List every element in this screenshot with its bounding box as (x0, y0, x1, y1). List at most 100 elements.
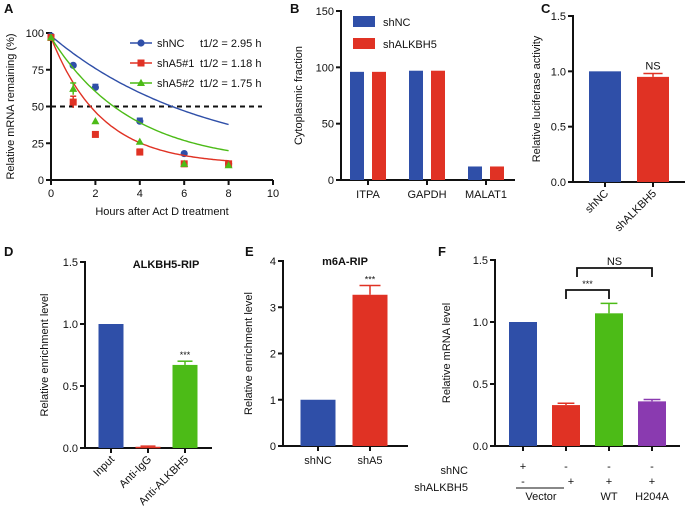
data-point (69, 61, 77, 69)
y-axis-title: Relative mRNA level (441, 303, 453, 403)
group-label-h204a: H204A (635, 491, 669, 503)
condition-mark: + (568, 476, 574, 488)
x-tick-label: GAPDH (407, 189, 446, 201)
bar-shA5 (352, 294, 388, 446)
legend-marker (137, 78, 145, 86)
legend-half-life: t1/2 = 2.95 h (200, 38, 261, 50)
comparison-label: NS (607, 256, 622, 268)
bar-shNC (300, 399, 336, 446)
condition-mark: + (520, 461, 526, 473)
y-tick-label: 50 (32, 102, 44, 114)
y-tick-label: 0.0 (63, 443, 78, 455)
fit-curve-shA5#2 (50, 37, 229, 152)
group-label-vector: Vector (525, 491, 557, 503)
bar-shALKBH5 + WT (595, 313, 623, 446)
legend-label: shNC (157, 38, 185, 50)
bar-Anti-IgG (135, 446, 161, 449)
y-tick-label: 1.0 (63, 319, 78, 331)
y-tick-label: 100 (316, 62, 334, 74)
fit-curve-shNC (50, 35, 229, 126)
panel-label-a: A (4, 1, 14, 16)
y-axis-title: Relative enrichment level (243, 292, 255, 415)
condition-row-label-shALKBH5: shALKBH5 (414, 482, 468, 494)
bar-shALKBH5-ITPA (372, 71, 386, 180)
panel-title: ALKBH5-RIP (133, 259, 200, 271)
bar-shNC-ITPA (350, 71, 364, 180)
x-tick-label: 10 (267, 188, 279, 200)
data-point (47, 33, 55, 41)
y-tick-label: 0.0 (473, 441, 488, 453)
comparison-bracket (565, 289, 610, 299)
legend-label: shA5#2 (157, 78, 194, 90)
x-tick-label: shALKBH5 (613, 188, 660, 235)
data-point (69, 98, 77, 106)
bar-shALKBH5-GAPDH (431, 70, 445, 180)
legend-label: shA5#1 (157, 58, 194, 70)
bar-shALKBH5-MALAT1 (490, 166, 504, 180)
y-tick-label: 2 (270, 349, 276, 361)
data-point (135, 137, 144, 145)
y-tick-label: 0.5 (473, 379, 488, 391)
y-axis-title: Relative mRNA remaining (%) (5, 33, 17, 179)
x-tick-label: 6 (181, 188, 187, 200)
condition-mark: - (521, 476, 525, 488)
condition-mark: + (606, 476, 612, 488)
x-tick-label: 2 (92, 188, 98, 200)
data-point (91, 130, 99, 138)
legend-label: shNC (383, 17, 411, 29)
y-tick-label: 150 (316, 6, 334, 18)
y-tick-label: 0 (270, 441, 276, 453)
legend-swatch (353, 16, 375, 27)
condition-mark: - (607, 461, 611, 473)
bar-shALKBH5 + H204A (638, 401, 666, 446)
legend-half-life: t1/2 = 1.18 h (200, 58, 261, 70)
legend-swatch (353, 38, 375, 49)
data-point (136, 148, 144, 156)
panel-label-b: B (290, 1, 299, 16)
y-axis-title: Relative enrichment level (39, 294, 51, 417)
significance-label: *** (365, 275, 376, 285)
condition-mark: - (650, 461, 654, 473)
x-tick-label: Anti-IgG (117, 454, 154, 491)
significance-label: NS (645, 61, 660, 73)
y-tick-label: 1.0 (551, 66, 566, 78)
panel-label-f: F (438, 244, 446, 259)
x-tick-label: shNC (583, 188, 611, 216)
y-tick-label: 75 (32, 65, 44, 77)
x-tick-label: shA5 (357, 455, 382, 467)
bar-shNC + Vector (509, 322, 537, 446)
data-point (180, 159, 189, 167)
condition-mark: - (564, 461, 568, 473)
bar-shALKBH5 + Vector (552, 405, 580, 446)
legend-marker (137, 59, 145, 67)
x-tick-label: 0 (48, 188, 54, 200)
significance-label: *** (180, 350, 191, 360)
y-axis-title: Cytoplasmic fraction (293, 46, 305, 145)
x-axis-title: Hours after Act D treatment (95, 206, 228, 218)
bar-Input (98, 324, 124, 448)
bar-Anti-ALKBH5 (172, 364, 198, 448)
y-tick-label: 0.0 (551, 177, 566, 189)
y-tick-label: 0 (328, 175, 334, 187)
x-tick-label: shNC (304, 455, 332, 467)
comparison-label: *** (582, 279, 593, 289)
condition-row-label-shNC: shNC (440, 465, 468, 477)
panel-label-e: E (245, 244, 254, 259)
panel-label-c: C (541, 1, 551, 16)
legend-marker (137, 39, 145, 47)
panel-title: m6A-RIP (322, 256, 368, 268)
y-axis-title: Relative luciferase activity (531, 35, 543, 162)
legend-half-life: t1/2 = 1.75 h (200, 78, 261, 90)
panel-label-d: D (4, 244, 13, 259)
bar-shNC-GAPDH (409, 70, 423, 180)
y-tick-label: 3 (270, 302, 276, 314)
x-tick-label: 8 (226, 188, 232, 200)
y-tick-label: 0 (38, 175, 44, 187)
y-tick-label: 1.0 (473, 317, 488, 329)
bar-shNC-MALAT1 (468, 166, 482, 180)
bar-shALKBH5 (637, 76, 669, 182)
y-tick-label: 25 (32, 138, 44, 150)
y-tick-label: 1.5 (551, 11, 566, 23)
y-tick-label: 0.5 (63, 381, 78, 393)
